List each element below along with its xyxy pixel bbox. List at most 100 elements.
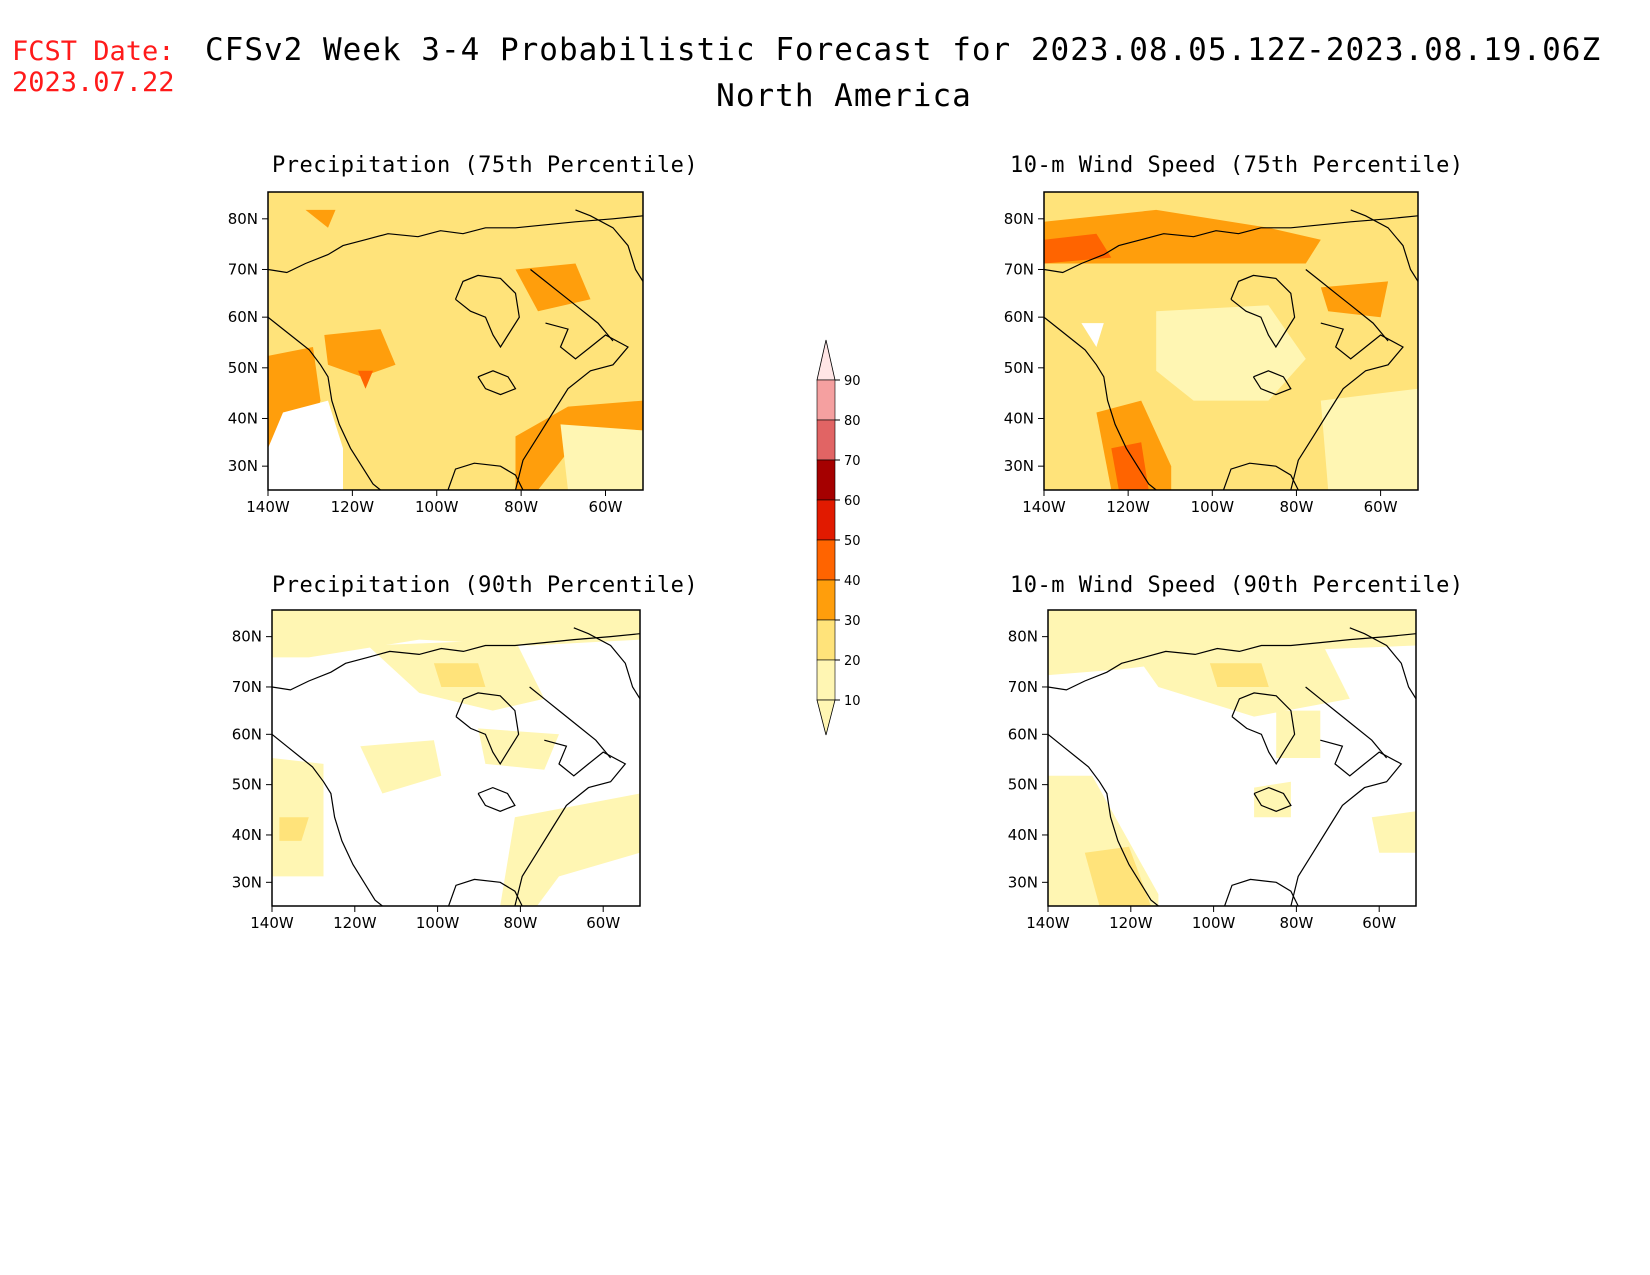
colorbar-label: 80	[844, 414, 861, 429]
map-frame	[1047, 609, 1417, 907]
colorbar-label: 70	[844, 454, 861, 469]
prob-region	[1254, 781, 1291, 818]
prob-region	[358, 370, 373, 389]
lat-tick-label: 80N	[232, 628, 262, 646]
coastline	[514, 322, 629, 490]
coastline	[1252, 370, 1292, 396]
prob-region	[305, 209, 336, 228]
lat-tick-label: 60N	[228, 308, 258, 326]
panel-title-wind90: 10-m Wind Speed (90th Percentile)	[1010, 573, 1464, 598]
lat-tick-label: 60N	[1004, 308, 1034, 326]
lat-tick-label: 50N	[1004, 359, 1034, 377]
colorbar-swatch	[816, 579, 836, 621]
probability-fill	[1044, 192, 1418, 490]
coastline	[575, 209, 643, 282]
coastline	[454, 274, 520, 349]
coastline	[573, 627, 640, 700]
colorbar-swatch	[816, 539, 836, 581]
colorbar-swatch	[816, 499, 836, 541]
prob-region	[360, 740, 442, 794]
coastline	[1231, 692, 1296, 766]
prob-region	[1320, 388, 1418, 490]
colorbar-swatch	[816, 659, 836, 701]
colorbar-top-cap	[816, 339, 836, 381]
lat-tick-label: 40N	[228, 409, 258, 427]
coastline	[529, 686, 612, 759]
lat-tick-label: 60N	[232, 725, 262, 743]
lat-tick-label: 80N	[228, 210, 258, 228]
coastline	[1044, 316, 1157, 490]
prob-region	[1044, 209, 1321, 264]
lat-tick-label: 30N	[232, 873, 262, 891]
coastline	[268, 316, 381, 490]
panel-title-precip75: Precipitation (75th Percentile)	[272, 153, 699, 178]
prob-region	[1044, 233, 1112, 264]
coastline	[448, 878, 523, 906]
prob-region	[272, 610, 640, 658]
coastline	[272, 733, 383, 906]
colorbar-bottom-cap	[816, 699, 836, 736]
map-frame	[271, 609, 641, 907]
lat-tick-label: 70N	[228, 260, 258, 278]
coastline	[1253, 786, 1292, 812]
prob-region	[1320, 281, 1389, 318]
lon-tick-label: 60W	[589, 498, 623, 516]
prob-region	[500, 793, 640, 906]
colorbar-label: 60	[844, 494, 861, 509]
lat-tick-label: 30N	[1008, 873, 1038, 891]
prob-region	[478, 728, 559, 770]
coastline	[1048, 733, 1159, 906]
lat-tick-label: 50N	[232, 776, 262, 794]
lon-tick-label: 120W	[1106, 498, 1150, 516]
prob-region	[515, 400, 643, 490]
coastline	[1305, 269, 1389, 342]
lat-tick-label: 40N	[1008, 826, 1038, 844]
probability-fill	[268, 192, 643, 490]
colorbar-swatch	[816, 459, 836, 501]
prob-region	[1081, 323, 1104, 347]
map-panel-precip75: 140W 120W 100W 80W 60W 80N 70N 60N 50N 40N 30N	[228, 191, 644, 516]
forecast-date: FCST Date: 2023.07.22	[12, 36, 175, 98]
coastline	[1349, 627, 1416, 700]
page-title: CFSv2 Week 3-4 Probabilistic Forecast fo…	[205, 32, 1602, 68]
coastline	[1350, 209, 1418, 282]
prob-region	[560, 424, 643, 490]
lon-tick-label: 80W	[503, 914, 537, 932]
lon-tick-label: 100W	[416, 914, 460, 932]
coastline	[1290, 739, 1403, 906]
colorbar-label: 10	[844, 694, 861, 709]
coastline	[1044, 215, 1418, 274]
panel-title-wind75: 10-m Wind Speed (75th Percentile)	[1010, 153, 1464, 178]
colorbar-swatch	[816, 619, 836, 661]
colorbar-label: 50	[844, 534, 861, 549]
coastline	[477, 370, 517, 396]
lon-tick-label: 60W	[586, 914, 620, 932]
coastline	[530, 269, 614, 342]
colorbar-label: 90	[844, 374, 861, 389]
lat-tick-label: 70N	[1008, 678, 1038, 696]
lat-tick-label: 40N	[232, 826, 262, 844]
coastline	[455, 692, 520, 766]
lon-tick-label: 100W	[1192, 914, 1236, 932]
prob-region	[1111, 442, 1149, 490]
lon-tick-label: 80W	[504, 498, 538, 516]
prob-region	[268, 400, 343, 490]
colorbar-label: 30	[844, 614, 861, 629]
lon-tick-label: 140W	[1022, 498, 1066, 516]
prob-region	[324, 329, 396, 377]
lon-tick-label: 80W	[1279, 914, 1313, 932]
lon-tick-label: 100W	[1191, 498, 1235, 516]
coastline	[268, 215, 643, 274]
lon-tick-label: 120W	[333, 914, 377, 932]
map-frame	[1043, 191, 1419, 491]
map-frame	[267, 191, 644, 491]
coastline	[272, 633, 640, 691]
lon-tick-label: 100W	[415, 498, 459, 516]
lon-tick-label: 120W	[331, 498, 375, 516]
prob-region	[1371, 811, 1416, 853]
coastline	[514, 739, 627, 906]
colorbar-label: 40	[844, 574, 861, 589]
lat-tick-label: 50N	[228, 359, 258, 377]
lon-tick-label: 140W	[250, 914, 294, 932]
map-panel-wind75: 140W 120W 100W 80W 60W 80N 70N 60N 50N 40N 30N	[1004, 191, 1419, 516]
